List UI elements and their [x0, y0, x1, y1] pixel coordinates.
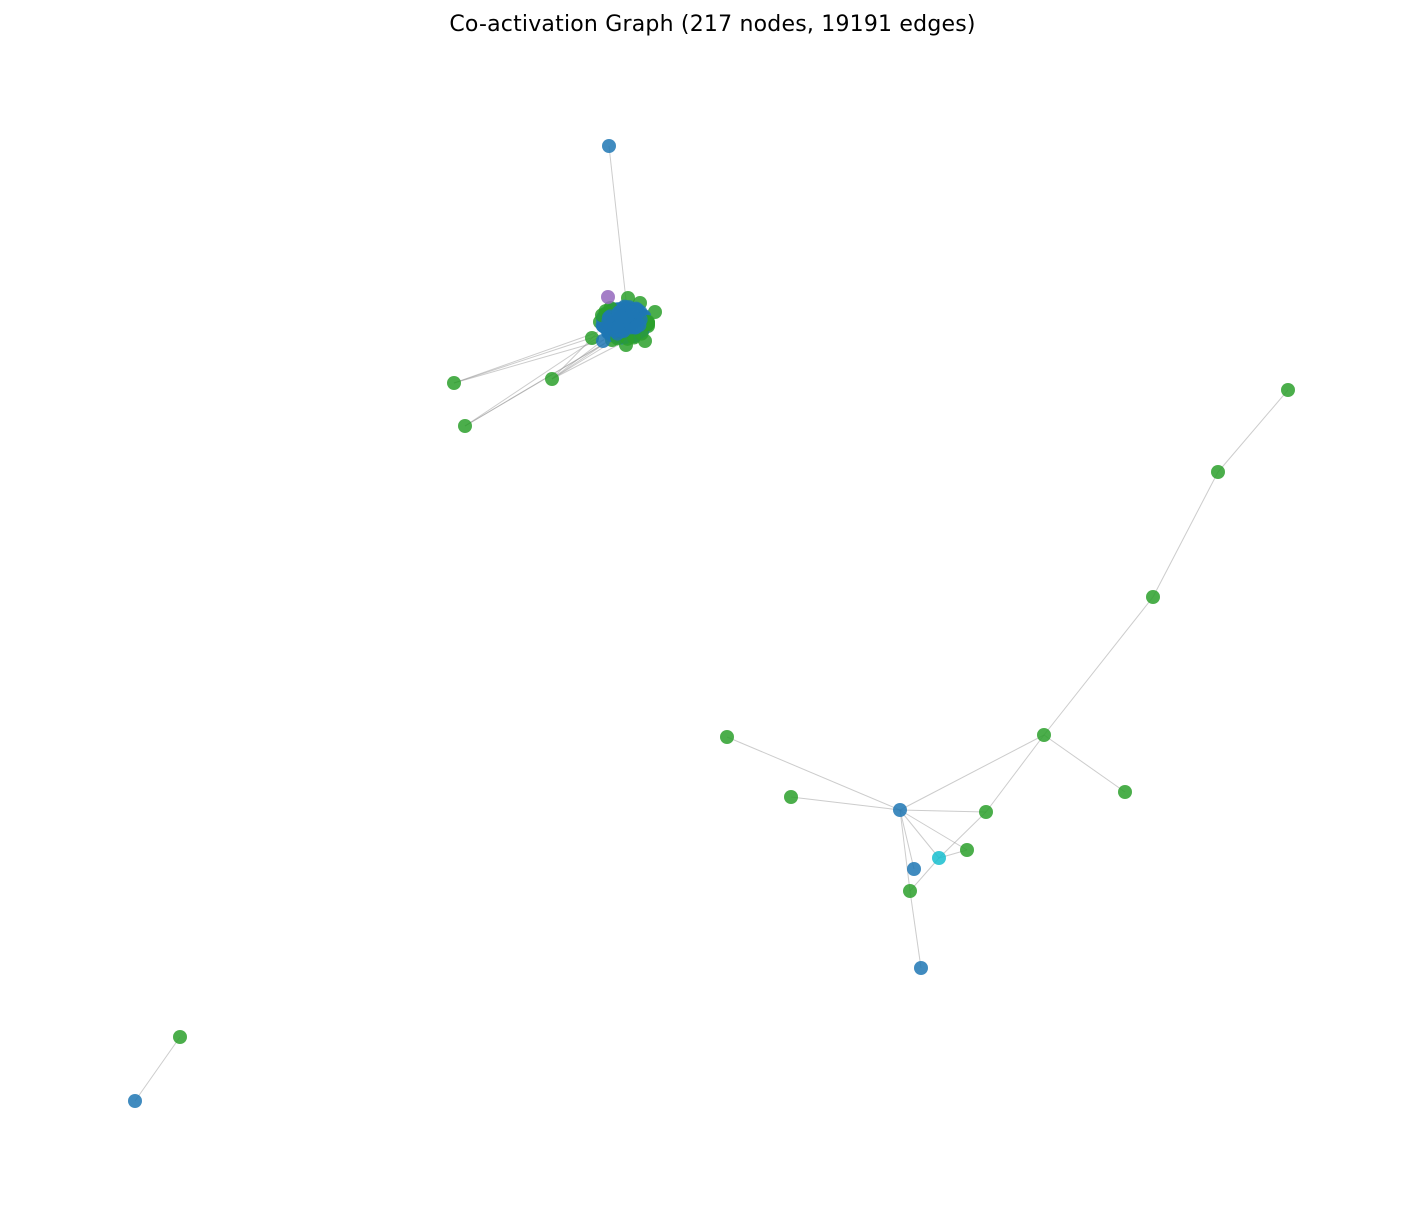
- graph-node: [1281, 383, 1295, 397]
- graph-edge: [790, 796, 901, 811]
- graph-node: [1146, 590, 1160, 604]
- graph-edge: [464, 343, 605, 427]
- graph-edge: [985, 734, 1045, 813]
- graph-node: [1118, 785, 1132, 799]
- graph-edges: [134, 145, 1289, 1102]
- graph-node: [720, 730, 734, 744]
- graph-node: [128, 1094, 142, 1108]
- graph-node: [1211, 465, 1225, 479]
- graph-node: [629, 319, 644, 334]
- graph-edge: [551, 343, 621, 380]
- graph-edge: [453, 339, 605, 384]
- graph-node: [932, 851, 946, 865]
- graph-edge: [1043, 734, 1126, 793]
- graph-node: [447, 376, 461, 390]
- graph-edge: [726, 736, 901, 811]
- figure-title: Co-activation Graph (217 nodes, 19191 ed…: [449, 12, 976, 37]
- graph-edge: [453, 331, 599, 384]
- graph-node: [585, 331, 599, 345]
- graph-node: [784, 790, 798, 804]
- graph-edge: [134, 1036, 181, 1102]
- graph-edge: [1152, 471, 1219, 598]
- graph-node: [903, 884, 917, 898]
- graph-node: [602, 139, 616, 153]
- graph-edge: [909, 890, 922, 969]
- graph-node: [1037, 728, 1051, 742]
- graph-node: [601, 290, 615, 304]
- graph-node: [648, 305, 662, 319]
- graph-edge: [909, 857, 940, 892]
- graph-nodes: [128, 139, 1295, 1108]
- graph-node: [545, 372, 559, 386]
- graph-node: [614, 309, 629, 324]
- graph-node: [907, 862, 921, 876]
- graph-edge: [899, 809, 940, 859]
- graph-edge: [453, 334, 601, 384]
- graph-edge: [899, 734, 1045, 811]
- graph-edge: [899, 809, 968, 851]
- graph-edge: [899, 809, 987, 813]
- graph-node: [914, 961, 928, 975]
- graph-edge: [1043, 596, 1154, 736]
- graph-edge: [899, 809, 915, 870]
- graph-edge: [1217, 389, 1289, 473]
- graph-node: [960, 843, 974, 857]
- graph-node: [979, 805, 993, 819]
- graph-edge: [608, 145, 627, 301]
- graph-node: [458, 419, 472, 433]
- graph-node: [610, 323, 625, 338]
- graph-node: [173, 1030, 187, 1044]
- graph-edge: [464, 335, 601, 427]
- graph-edge: [938, 811, 987, 859]
- graph-edge: [899, 809, 911, 892]
- graph-node: [893, 803, 907, 817]
